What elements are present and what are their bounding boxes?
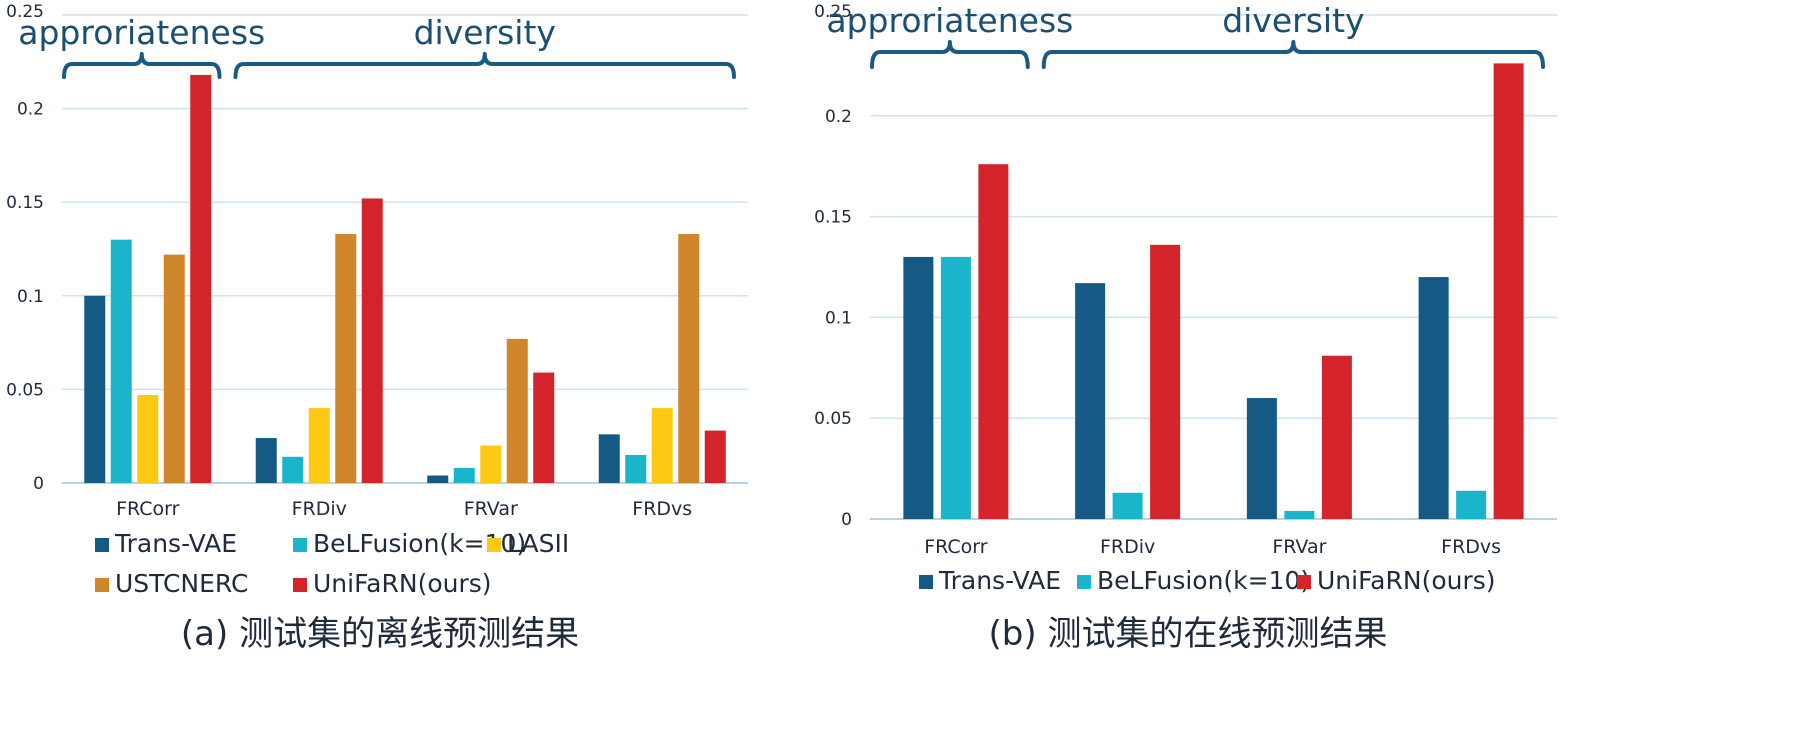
- y-tick-label: 0.1: [825, 308, 852, 328]
- legend-item: Trans-VAE: [95, 529, 237, 558]
- bar: [1321, 355, 1352, 519]
- bar: [940, 256, 971, 519]
- bracket: [62, 52, 222, 79]
- bar: [506, 338, 528, 483]
- bar: [361, 198, 383, 483]
- bracket-label: approriateness: [826, 1, 1073, 40]
- bar: [678, 234, 700, 483]
- bar: [335, 234, 357, 483]
- bracket-label: approriateness: [18, 13, 265, 52]
- bar: [625, 454, 647, 483]
- legend-label: UniFaRN(ours): [1317, 566, 1496, 595]
- y-tick-label: 0.25: [6, 2, 44, 22]
- legend-swatch: [293, 578, 307, 592]
- bracket-label: diversity: [1222, 1, 1364, 40]
- legend-swatch: [919, 575, 933, 589]
- x-category-label: FRDiv: [1100, 536, 1155, 558]
- bar: [137, 395, 159, 483]
- legend-item: LASII: [487, 529, 569, 558]
- y-tick-label: 0: [841, 510, 852, 530]
- legend-item: USTCNERC: [95, 569, 249, 598]
- bar: [1418, 277, 1449, 519]
- figure-caption: (b) 测试集的在线预测结果: [989, 614, 1388, 654]
- y-tick-label: 0.1: [17, 287, 44, 307]
- y-tick-label: 0.05: [6, 380, 44, 400]
- y-tick-label: 0.15: [6, 193, 44, 213]
- x-category-label: FRVar: [464, 498, 518, 520]
- bar: [480, 445, 502, 483]
- bar: [190, 74, 212, 484]
- x-category-label: FRVar: [1272, 536, 1326, 558]
- legend-swatch: [487, 538, 501, 552]
- bar: [1284, 510, 1315, 519]
- bar: [163, 254, 185, 483]
- bar: [903, 256, 934, 519]
- bar: [1075, 283, 1106, 519]
- bar: [1246, 398, 1277, 519]
- legend-item: UniFaRN(ours): [1297, 566, 1496, 595]
- legend-swatch: [293, 538, 307, 552]
- figure-caption: (a) 测试集的离线预测结果: [181, 614, 579, 654]
- legend-label: UniFaRN(ours): [313, 569, 492, 598]
- bar: [533, 372, 555, 483]
- bar: [255, 438, 277, 483]
- bar: [453, 468, 475, 483]
- legend-item: Trans-VAE: [919, 566, 1061, 595]
- bar: [84, 295, 106, 483]
- x-category-label: FRCorr: [116, 498, 180, 520]
- legend-swatch: [1297, 575, 1311, 589]
- y-tick-label: 0.15: [814, 208, 852, 228]
- y-tick-label: 0.2: [825, 107, 852, 127]
- legend-swatch: [95, 538, 109, 552]
- chart-a: 0 0.05 0.1 0.15 0.2 0.25 FRCorr FRDiv FRVar FRDvs…: [6, 2, 748, 654]
- bracket: [870, 40, 1030, 69]
- legend-swatch: [95, 578, 109, 592]
- bar: [704, 430, 726, 483]
- x-category-label: FRCorr: [924, 536, 988, 558]
- y-tick-label: 0.2: [17, 100, 44, 120]
- x-category-label: FRDvs: [1441, 536, 1501, 558]
- legend-label: Trans-VAE: [938, 566, 1061, 595]
- bar: [110, 239, 132, 483]
- bar: [978, 164, 1009, 519]
- legend-swatch: [1077, 575, 1091, 589]
- y-tick-label: 0.05: [814, 409, 852, 429]
- bar: [1493, 63, 1524, 519]
- bar: [1150, 244, 1181, 519]
- legend-label: USTCNERC: [115, 569, 249, 598]
- legend-label: LASII: [507, 529, 569, 558]
- y-tick-label: 0: [33, 474, 44, 494]
- bar: [651, 408, 673, 483]
- legend-item: UniFaRN(ours): [293, 569, 492, 598]
- bar: [308, 408, 330, 483]
- bar: [427, 475, 449, 483]
- x-category-label: FRDvs: [632, 498, 692, 520]
- legend-label: BeLFusion(k=10): [1097, 566, 1310, 595]
- y-tick-label: 0.25: [814, 2, 852, 22]
- legend-label: Trans-VAE: [114, 529, 237, 558]
- chart-b: 0 0.05 0.1 0.15 0.2 0.25 FRCorr FRDiv FRVar FRDvs…: [814, 1, 1557, 654]
- bracket: [1041, 40, 1545, 69]
- bracket-label: diversity: [414, 13, 556, 52]
- bar: [1112, 492, 1143, 519]
- legend-item: BeLFusion(k=10): [1077, 566, 1310, 595]
- bar: [598, 434, 620, 483]
- bracket: [233, 52, 736, 79]
- bar: [282, 456, 304, 483]
- bar: [1456, 490, 1487, 519]
- x-category-label: FRDiv: [292, 498, 347, 520]
